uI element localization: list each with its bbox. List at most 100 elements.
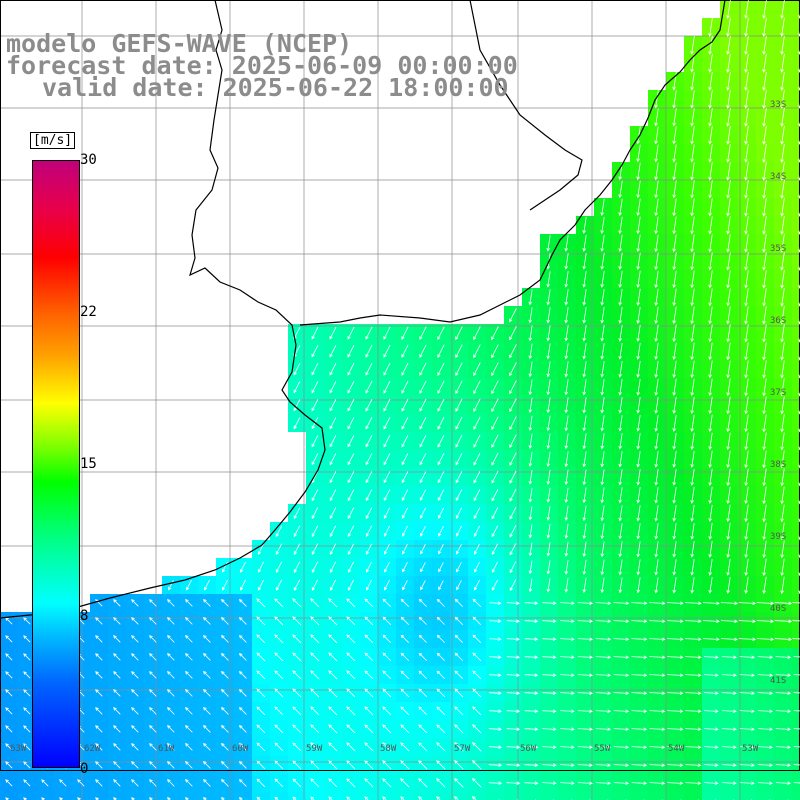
wind-arrow bbox=[577, 691, 593, 696]
wind-arrow bbox=[346, 616, 356, 626]
wind-arrow bbox=[364, 634, 374, 644]
wind-arrow bbox=[167, 617, 175, 625]
wind-arrow bbox=[726, 234, 731, 253]
wind-arrow bbox=[292, 742, 302, 752]
wind-arrow bbox=[762, 252, 767, 271]
wind-arrow bbox=[329, 326, 337, 340]
wind-arrow bbox=[346, 706, 356, 716]
wind-arrow bbox=[564, 397, 569, 414]
wind-arrow bbox=[528, 488, 533, 503]
wind-arrow bbox=[419, 380, 427, 394]
wind-arrow bbox=[654, 162, 659, 181]
wind-arrow bbox=[418, 616, 427, 625]
wind-arrow bbox=[149, 617, 157, 625]
wind-arrow bbox=[577, 637, 593, 642]
wind-arrow bbox=[744, 198, 749, 217]
wind-speed-cell bbox=[0, 792, 18, 800]
wind-arrow bbox=[722, 781, 737, 786]
wind-arrow bbox=[726, 342, 731, 361]
wind-arrow bbox=[185, 635, 193, 643]
wind-arrow bbox=[113, 599, 121, 607]
wind-arrow bbox=[744, 414, 749, 433]
wind-arrow bbox=[636, 396, 641, 414]
wind-arrow bbox=[364, 706, 374, 716]
wind-arrow bbox=[636, 216, 641, 235]
wind-arrow bbox=[542, 727, 557, 732]
wind-speed-cell bbox=[72, 792, 90, 800]
wind-arrow bbox=[365, 417, 373, 430]
lon-label: 63W bbox=[10, 744, 27, 754]
wind-arrow bbox=[654, 126, 659, 145]
wind-arrow bbox=[564, 253, 569, 270]
wind-arrow bbox=[113, 761, 121, 769]
wind-arrow bbox=[738, 601, 757, 606]
wind-arrow bbox=[131, 725, 139, 733]
wind-arrow bbox=[636, 505, 641, 522]
wind-arrow bbox=[473, 344, 481, 359]
wind-arrow bbox=[149, 689, 157, 697]
wind-arrow bbox=[672, 577, 677, 594]
wind-arrow bbox=[455, 453, 463, 466]
wind-arrow bbox=[524, 655, 539, 659]
wind-arrow bbox=[762, 161, 767, 181]
wind-arrow bbox=[401, 416, 409, 430]
wind-arrow bbox=[489, 637, 502, 641]
lon-label: 61W bbox=[158, 744, 175, 754]
wind-speed-cell bbox=[792, 396, 800, 414]
wind-arrow bbox=[685, 673, 702, 678]
wind-arrow bbox=[762, 197, 767, 217]
wind-arrow bbox=[636, 541, 641, 558]
wind-arrow bbox=[491, 543, 499, 556]
wind-arrow bbox=[780, 270, 785, 289]
wind-arrow bbox=[256, 778, 266, 788]
wind-arrow bbox=[113, 653, 121, 661]
wind-arrow bbox=[473, 452, 481, 466]
wind-speed-cell bbox=[792, 180, 800, 198]
wind-arrow bbox=[600, 505, 605, 522]
wind-arrow bbox=[364, 742, 374, 752]
wind-arrow bbox=[756, 637, 775, 642]
wind-arrow bbox=[292, 796, 297, 800]
wind-arrow bbox=[5, 743, 13, 751]
wind-arrow bbox=[95, 671, 103, 679]
wind-arrow bbox=[167, 635, 175, 643]
wind-arrow bbox=[238, 634, 247, 643]
wind-arrow bbox=[383, 435, 391, 448]
wind-arrow bbox=[744, 107, 749, 127]
wind-arrow bbox=[780, 306, 785, 325]
lat-label: 40S bbox=[770, 604, 787, 614]
wind-arrow bbox=[419, 398, 427, 412]
wind-arrow bbox=[473, 398, 481, 412]
wind-arrow bbox=[613, 601, 630, 606]
wind-arrow bbox=[292, 616, 302, 626]
wind-arrow bbox=[491, 489, 499, 502]
wind-speed-cell bbox=[792, 414, 800, 432]
wind-arrow bbox=[582, 216, 587, 234]
wind-speed-cell bbox=[792, 144, 800, 162]
wind-arrow bbox=[667, 673, 684, 678]
wind-arrow bbox=[473, 326, 481, 341]
wind-arrow bbox=[329, 417, 337, 430]
wind-speed-cell bbox=[378, 792, 396, 800]
wind-arrow bbox=[577, 745, 593, 750]
wind-arrow bbox=[506, 691, 521, 695]
wind-arrow bbox=[454, 778, 464, 788]
wind-arrow bbox=[491, 561, 499, 573]
wind-arrow bbox=[780, 342, 785, 361]
wind-arrow bbox=[564, 487, 569, 504]
wind-arrow bbox=[793, 710, 800, 712]
wind-arrow bbox=[221, 579, 228, 591]
wind-arrow bbox=[739, 673, 755, 678]
wind-arrow bbox=[383, 380, 391, 394]
wind-arrow bbox=[613, 763, 630, 768]
wind-arrow bbox=[564, 451, 569, 468]
wind-arrow bbox=[780, 522, 785, 541]
wind-arrow bbox=[418, 706, 428, 716]
wind-arrow bbox=[704, 781, 719, 786]
wind-arrow bbox=[365, 489, 373, 502]
wind-arrow bbox=[528, 289, 533, 306]
wind-arrow bbox=[185, 617, 193, 625]
wind-arrow bbox=[582, 379, 587, 396]
wind-arrow bbox=[528, 415, 533, 432]
wind-arrow bbox=[419, 435, 427, 448]
